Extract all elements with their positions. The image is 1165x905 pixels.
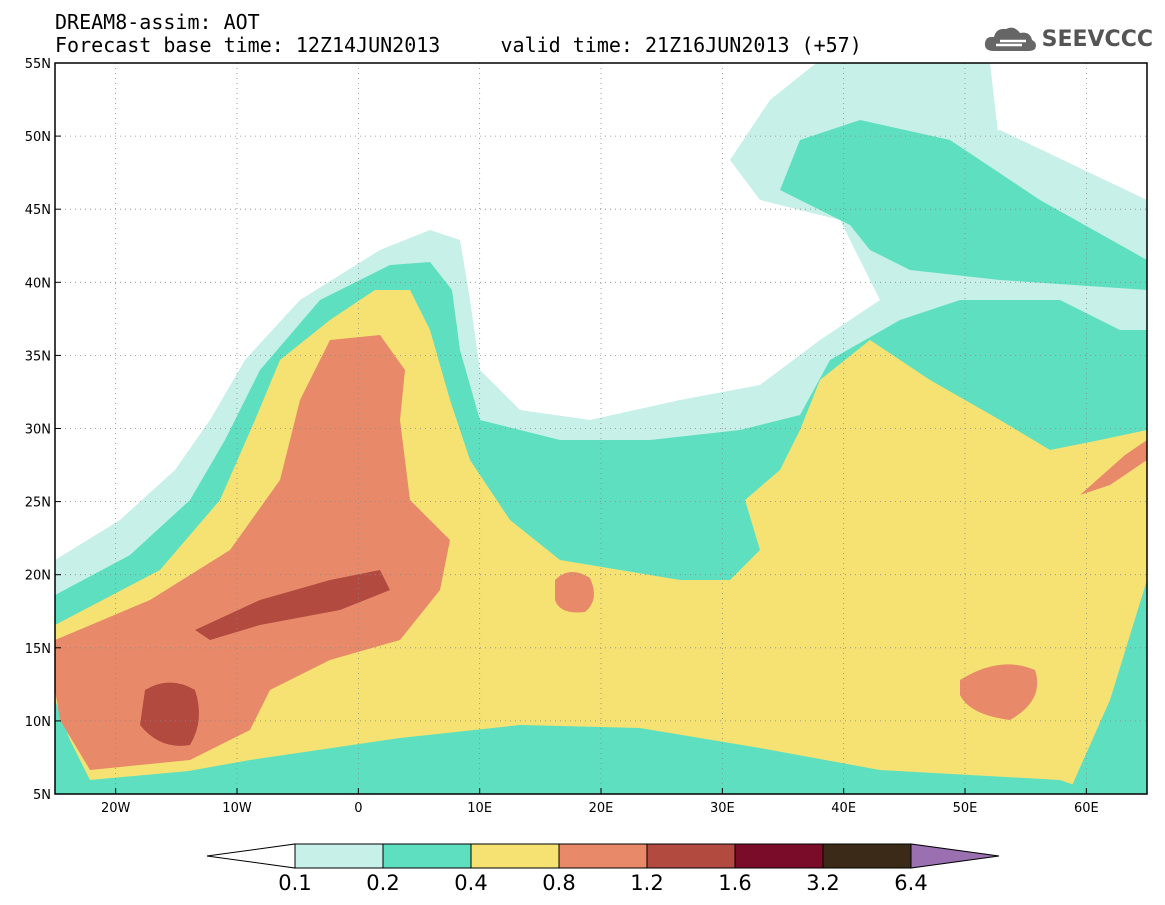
colorbar-segment — [382, 843, 472, 869]
seevccc-logo: SEEVCCC — [982, 22, 1153, 56]
lon-tick-label: 20W — [101, 801, 131, 816]
colorbar-label: 0.4 — [454, 871, 487, 895]
graticule — [55, 62, 1147, 795]
colorbar-label: 1.2 — [630, 871, 663, 895]
logo-text: SEEVCCC — [1041, 26, 1153, 52]
lat-tick-label: 40N — [25, 276, 51, 291]
cloud-icon — [984, 27, 1036, 51]
colorbar-segment — [822, 843, 912, 869]
colorbar-label: 0.2 — [366, 871, 399, 895]
colorbar-arrow-high — [910, 843, 1000, 869]
lat-tick-label: 30N — [25, 423, 51, 438]
lon-tick-label: 60E — [1074, 801, 1099, 816]
lat-tick-label: 5N — [33, 788, 51, 803]
lon-tick-label: 10E — [467, 801, 492, 816]
aot-1.2-area — [195, 570, 390, 640]
lat-tick-label: 55N — [25, 57, 51, 72]
colorbar-segment — [470, 843, 560, 869]
aot-0.8-blob-oman — [1065, 440, 1147, 500]
colorbar-segment — [294, 843, 384, 869]
aot-0.8-blob-central — [555, 571, 594, 613]
lat-tick-label: 20N — [25, 569, 51, 584]
lon-tick-label: 20E — [589, 801, 614, 816]
aot-0.1-east — [930, 130, 1147, 240]
axis-ticks: 20W 10W 0 10E 20E 30E 40E 50E 60E 5N 10N 15N 20N 25N 3… — [25, 57, 1099, 816]
lat-tick-label: 10N — [25, 715, 51, 730]
lat-tick-label: 15N — [25, 642, 51, 657]
colorbar-label: 1.6 — [718, 871, 751, 895]
colorbar-label: 6.4 — [894, 871, 927, 895]
lat-tick-label: 45N — [25, 203, 51, 218]
map-subtitle: Forecast base time: 12Z14JUN2013 valid t… — [55, 33, 862, 57]
lon-tick-label: 30E — [710, 801, 735, 816]
lat-tick-label: 50N — [25, 130, 51, 145]
lat-tick-label: 25N — [25, 496, 51, 511]
lon-tick-label: 0 — [354, 801, 362, 816]
lon-tick-label: 40E — [831, 801, 856, 816]
lat-tick-label: 35N — [25, 349, 51, 364]
colorbar-segment — [558, 843, 648, 869]
aot-0.8-blob-horn — [960, 664, 1038, 720]
colorbar-segment — [734, 843, 824, 869]
colorbar-segment — [646, 843, 736, 869]
colorbar-label: 0.1 — [278, 871, 311, 895]
colorbar: 0.1 0.2 0.4 0.8 1.2 1.6 3.2 6.4 — [206, 843, 1000, 895]
aot-1.2-west — [140, 682, 199, 746]
lon-tick-label: 10W — [222, 801, 252, 816]
lon-tick-label: 50E — [953, 801, 978, 816]
map-title: DREAM8-assim: AOT — [55, 10, 260, 34]
aot-0.8-area — [55, 335, 450, 770]
colorbar-label: 3.2 — [806, 871, 839, 895]
colorbar-label: 0.8 — [542, 871, 575, 895]
colorbar-arrow-low — [206, 843, 296, 869]
aot-0.4-south-band — [60, 725, 1100, 794]
